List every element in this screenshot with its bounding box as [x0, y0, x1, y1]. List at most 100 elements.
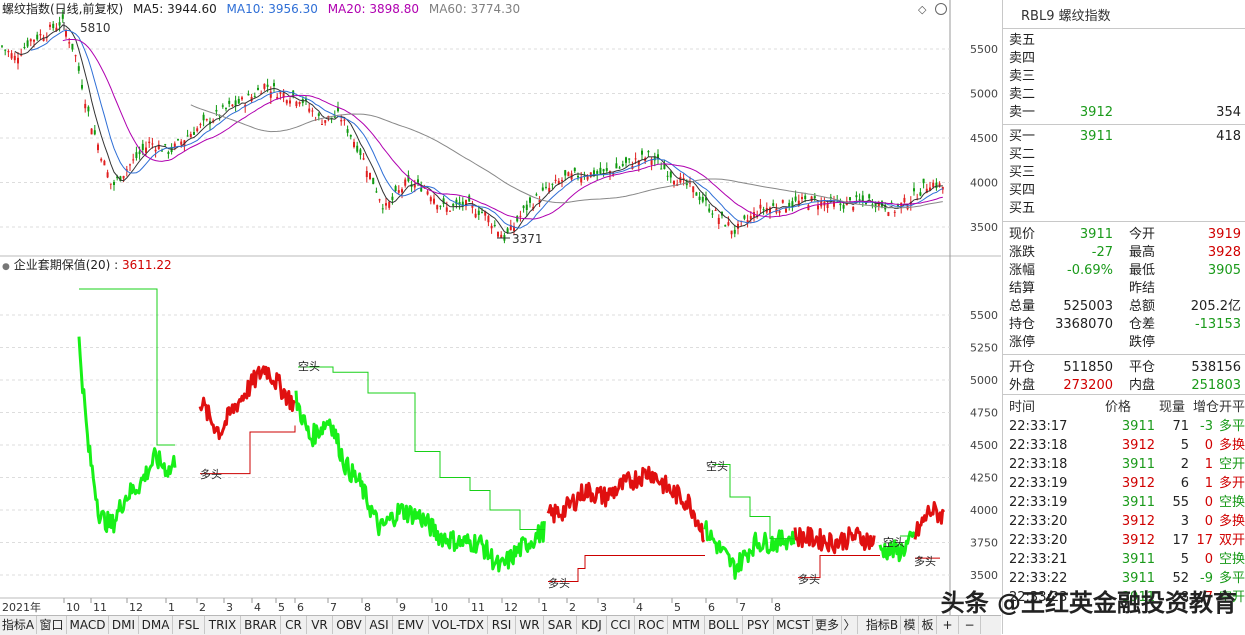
candle-body: [628, 158, 631, 160]
long-label: 多头: [914, 554, 936, 568]
watermark: 头条 @王红英金融投资教育: [940, 589, 1237, 617]
tab-29[interactable]: +: [937, 616, 959, 634]
tab-17[interactable]: KDJ: [577, 616, 607, 634]
candle-body: [525, 204, 528, 210]
candle-body: [545, 186, 547, 188]
candle-body: [919, 192, 922, 196]
candle-body: [113, 182, 115, 185]
candle-body: [71, 43, 74, 50]
candle-body: [874, 203, 877, 208]
candle-body: [810, 196, 813, 202]
indicator-settings-icon[interactable]: ●: [2, 262, 10, 272]
candle-body: [295, 101, 298, 107]
tab-22[interactable]: PSY: [743, 616, 774, 634]
tab-0[interactable]: 指标A: [0, 616, 37, 634]
candle-body: [141, 143, 144, 150]
tab-20[interactable]: MTM: [668, 616, 705, 634]
candle-body: [58, 22, 61, 26]
candle-body: [298, 101, 301, 105]
candle-body: [813, 196, 816, 199]
candle-body: [7, 51, 10, 53]
tab-25[interactable]: 〉: [842, 616, 858, 634]
tab-10[interactable]: OBV: [333, 616, 366, 634]
candle-body: [689, 182, 691, 184]
candle-body: [932, 182, 935, 188]
candle-body: [282, 93, 285, 98]
tab-11[interactable]: ASI: [366, 616, 393, 634]
candle-body: [458, 202, 461, 206]
tab-4[interactable]: DMA: [139, 616, 173, 634]
tab-2[interactable]: MACD: [67, 616, 109, 634]
candle-body: [641, 150, 643, 155]
x-tick-8: 8: [774, 601, 781, 614]
candle-body: [394, 186, 397, 191]
candle-body: [877, 202, 880, 207]
candle-body: [132, 159, 135, 161]
tab-3[interactable]: DMI: [109, 616, 139, 634]
diamond-icon[interactable]: ◇: [918, 3, 927, 16]
x-tick-6: 6: [708, 601, 715, 614]
tab-16[interactable]: SAR: [544, 616, 577, 634]
candle-body: [116, 176, 119, 179]
tab-12[interactable]: EMV: [393, 616, 429, 634]
candle-body: [375, 191, 378, 193]
short-label: 空头: [298, 359, 320, 373]
candle-body: [436, 205, 439, 210]
candle-body: [330, 117, 333, 119]
candle-body: [871, 204, 874, 206]
candle-body: [913, 188, 915, 192]
candle-body: [17, 57, 19, 64]
tab-7[interactable]: BRAR: [241, 616, 281, 634]
tab-21[interactable]: BOLL: [705, 616, 743, 634]
tab-23[interactable]: MCST: [774, 616, 813, 634]
settings-circle-icon[interactable]: [935, 3, 947, 15]
candle-body: [167, 152, 170, 155]
long-label: 多头: [200, 467, 222, 481]
tab-30[interactable]: −: [959, 616, 981, 634]
tab-27[interactable]: 模: [901, 616, 919, 634]
candle-body: [577, 175, 579, 178]
candle-body: [935, 182, 938, 189]
x-year-label: 2021年: [2, 600, 41, 614]
candle-body: [615, 163, 618, 169]
candle-body: [109, 183, 112, 185]
x-tick-5: 5: [278, 601, 285, 614]
tab-14[interactable]: RSI: [488, 616, 516, 634]
tab-24[interactable]: 更多: [813, 616, 842, 634]
chart-area[interactable]: 5500 5000 4500 4000 3500 5500 5250 5000 4750 4500…: [0, 0, 1001, 615]
candle-body: [452, 203, 455, 206]
tab-19[interactable]: ROC: [635, 616, 668, 634]
candle-body: [23, 46, 26, 48]
candle-body: [90, 128, 93, 135]
tab-15[interactable]: WR: [516, 616, 544, 634]
candle-body: [522, 205, 525, 209]
candle-body: [695, 192, 698, 196]
tab-9[interactable]: VR: [307, 616, 333, 634]
candle-body: [305, 98, 307, 101]
candle-body: [333, 115, 336, 118]
candle-body: [157, 144, 160, 149]
candle-body: [10, 53, 13, 59]
tab-5[interactable]: FSL: [173, 616, 205, 634]
indicator-y-tick: 4750: [970, 407, 998, 420]
tab-6[interactable]: TRIX: [205, 616, 241, 634]
candle-body: [637, 160, 640, 166]
tab-13[interactable]: VOL-TDX: [429, 616, 488, 634]
tab-1[interactable]: 窗口: [37, 616, 67, 634]
kline-chart-svg[interactable]: 5500 5000 4500 4000 3500 5500 5250 5000 4750 4500…: [0, 0, 1001, 615]
candle-body: [349, 135, 352, 137]
candle-body: [308, 108, 311, 112]
candle-body: [253, 96, 256, 98]
candle-body: [701, 196, 704, 202]
candle-body: [519, 215, 522, 217]
indicator-title: 企业套期保值(20): [13, 258, 111, 272]
main-y-tick: 3500: [970, 221, 998, 234]
candle-body: [561, 180, 563, 182]
stat-row: 总量 525003 总额 205.2亿: [1009, 299, 1241, 314]
tab-8[interactable]: CR: [281, 616, 307, 634]
tab-18[interactable]: CCI: [607, 616, 635, 634]
tab-26[interactable]: 指标B: [864, 616, 901, 634]
candle-body: [714, 210, 717, 212]
candle-body: [39, 34, 42, 36]
tab-28[interactable]: 板: [919, 616, 937, 634]
